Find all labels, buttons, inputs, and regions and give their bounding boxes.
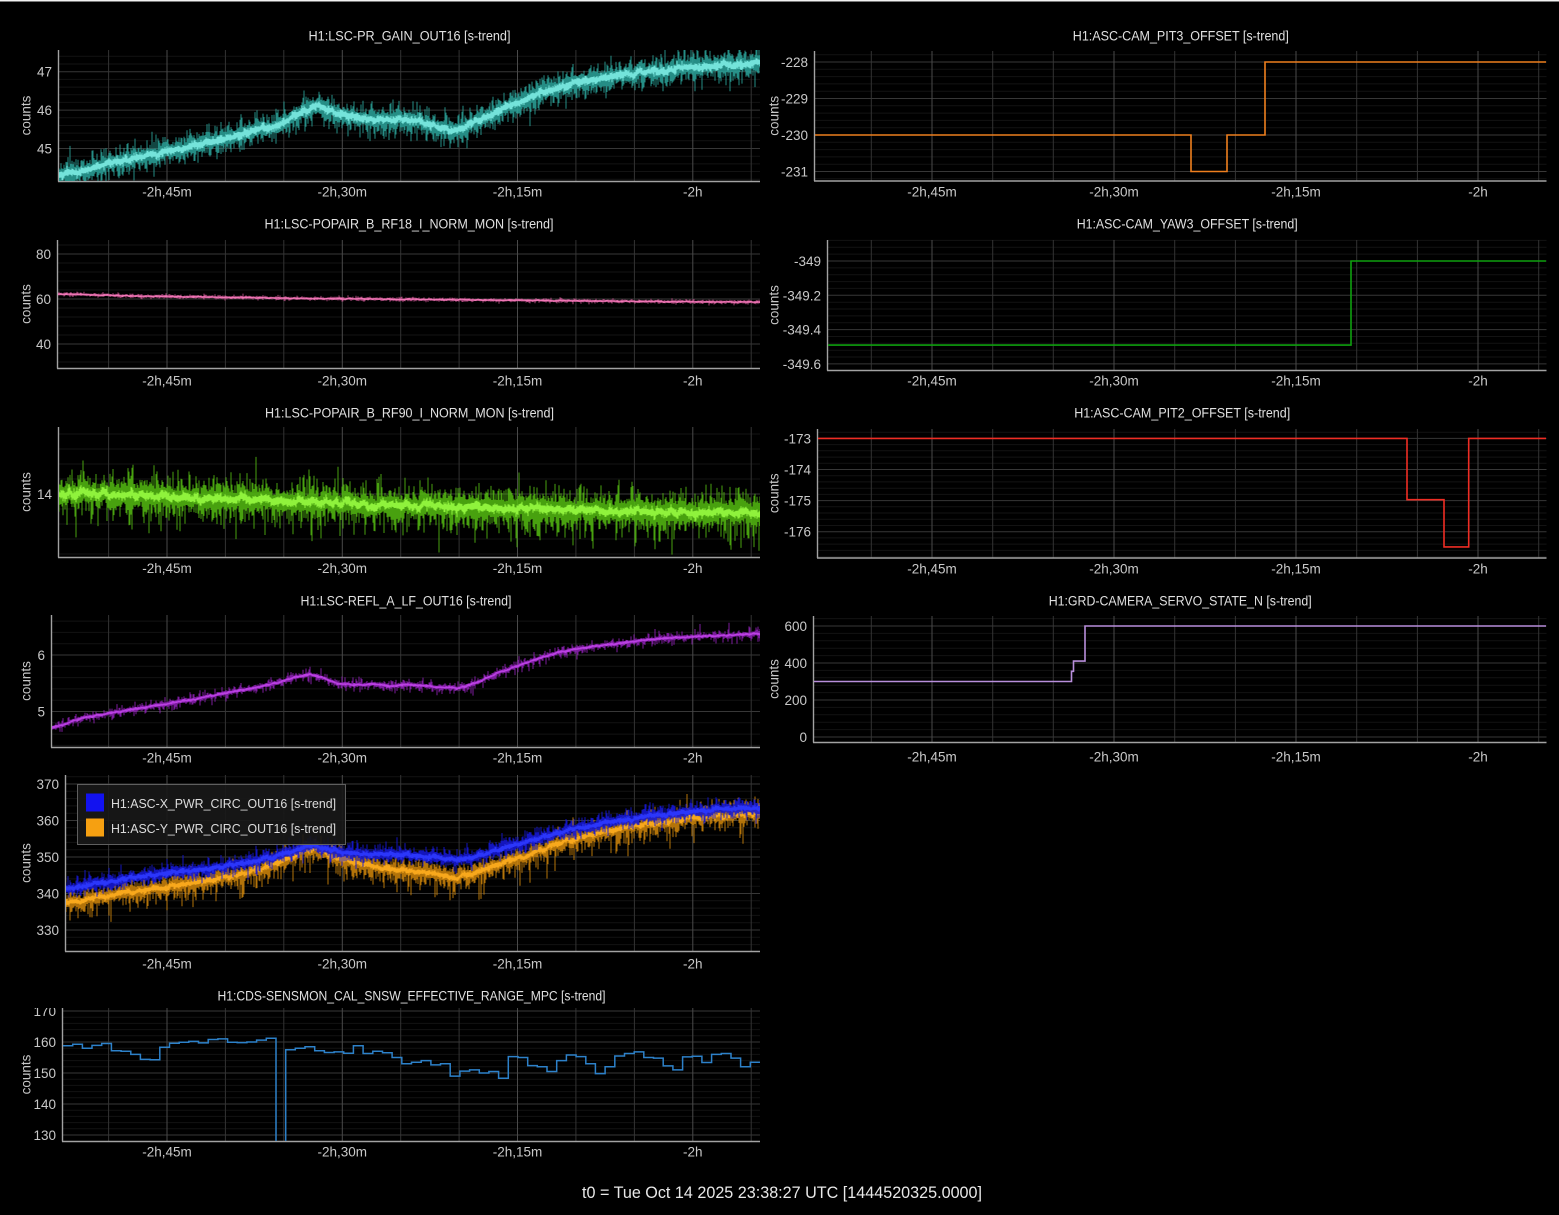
svg-text:-349.4: -349.4 — [783, 323, 822, 338]
svg-text:200: 200 — [784, 693, 807, 708]
svg-text:340: 340 — [36, 887, 59, 902]
svg-text:-2h,30m: -2h,30m — [318, 957, 368, 972]
svg-text:-2h,30m: -2h,30m — [318, 374, 368, 389]
svg-text:-2h,30m: -2h,30m — [1089, 750, 1139, 765]
svg-text:H1:ASC-CAM_YAW3_OFFSET [s-tren: H1:ASC-CAM_YAW3_OFFSET [s-trend] — [1077, 217, 1298, 232]
svg-text:360: 360 — [36, 814, 59, 829]
svg-text:H1:ASC-CAM_PIT3_OFFSET [s-tren: H1:ASC-CAM_PIT3_OFFSET [s-trend] — [1073, 29, 1289, 44]
svg-text:370: 370 — [36, 777, 59, 792]
svg-text:14: 14 — [37, 487, 53, 502]
svg-text:40: 40 — [36, 337, 51, 352]
svg-text:-2h,45m: -2h,45m — [907, 185, 957, 200]
svg-text:-2h,45m: -2h,45m — [907, 750, 957, 765]
svg-text:-2h,15m: -2h,15m — [1271, 185, 1321, 200]
svg-text:H1:LSC-POPAIR_B_RF18_I_NORM_MO: H1:LSC-POPAIR_B_RF18_I_NORM_MON [s-trend… — [265, 217, 554, 232]
svg-text:counts: counts — [19, 95, 34, 135]
svg-text:H1:GRD-CAMERA_SERVO_STATE_N [s: H1:GRD-CAMERA_SERVO_STATE_N [s-trend] — [1049, 594, 1312, 609]
svg-text:-2h,15m: -2h,15m — [493, 374, 543, 389]
svg-text:-349: -349 — [794, 254, 821, 269]
svg-text:-2h,15m: -2h,15m — [493, 185, 543, 200]
svg-text:-175: -175 — [784, 494, 811, 509]
svg-text:-2h: -2h — [683, 751, 703, 766]
svg-text:-2h,30m: -2h,30m — [318, 751, 368, 766]
svg-text:-2h,45m: -2h,45m — [142, 751, 192, 766]
svg-text:H1:ASC-X_PWR_CIRC_OUT16 [s-tre: H1:ASC-X_PWR_CIRC_OUT16 [s-trend] — [111, 796, 336, 811]
svg-text:130: 130 — [33, 1128, 56, 1143]
svg-text:counts: counts — [767, 659, 782, 699]
svg-text:160: 160 — [33, 1035, 56, 1050]
svg-text:-2h: -2h — [683, 561, 703, 576]
svg-text:46: 46 — [37, 103, 52, 118]
svg-text:-2h,45m: -2h,45m — [142, 561, 192, 576]
svg-text:-2h: -2h — [1468, 374, 1488, 389]
svg-text:-231: -231 — [781, 165, 808, 180]
svg-text:400: 400 — [784, 656, 807, 671]
svg-text:-2h,45m: -2h,45m — [907, 374, 957, 389]
svg-text:80: 80 — [36, 247, 51, 262]
svg-text:0: 0 — [799, 730, 807, 745]
svg-text:counts: counts — [19, 843, 34, 883]
svg-text:140: 140 — [33, 1097, 56, 1112]
svg-text:-2h,30m: -2h,30m — [1089, 185, 1139, 200]
svg-text:170: 170 — [33, 1004, 56, 1019]
svg-text:counts: counts — [19, 1054, 34, 1094]
svg-text:counts: counts — [767, 285, 782, 325]
svg-text:-230: -230 — [781, 128, 808, 143]
svg-text:-2h: -2h — [683, 185, 703, 200]
svg-text:H1:ASC-Y_PWR_CIRC_OUT16 [s-tre: H1:ASC-Y_PWR_CIRC_OUT16 [s-trend] — [111, 821, 336, 836]
svg-text:6: 6 — [37, 648, 45, 663]
svg-text:counts: counts — [767, 96, 782, 136]
svg-text:H1:CDS-SENSMON_CAL_SNSW_EFFECT: H1:CDS-SENSMON_CAL_SNSW_EFFECTIVE_RANGE_… — [218, 989, 606, 1004]
svg-text:330: 330 — [36, 923, 59, 938]
svg-text:60: 60 — [36, 292, 51, 307]
svg-text:-2h: -2h — [683, 957, 703, 972]
svg-text:-2h,15m: -2h,15m — [493, 1145, 543, 1160]
svg-text:-2h,15m: -2h,15m — [1271, 562, 1321, 577]
svg-text:-2h,15m: -2h,15m — [1271, 374, 1321, 389]
svg-text:-2h: -2h — [1468, 185, 1488, 200]
svg-text:-2h,45m: -2h,45m — [142, 185, 192, 200]
svg-text:-2h,30m: -2h,30m — [318, 561, 368, 576]
svg-text:H1:ASC-CAM_PIT2_OFFSET [s-tren: H1:ASC-CAM_PIT2_OFFSET [s-trend] — [1074, 406, 1290, 421]
svg-text:H1:LSC-REFL_A_LF_OUT16 [s-tren: H1:LSC-REFL_A_LF_OUT16 [s-trend] — [301, 594, 512, 609]
svg-text:H1:LSC-POPAIR_B_RF90_I_NORM_MO: H1:LSC-POPAIR_B_RF90_I_NORM_MON [s-trend… — [265, 406, 554, 421]
svg-text:-2h,30m: -2h,30m — [318, 185, 368, 200]
svg-text:-2h,30m: -2h,30m — [318, 1145, 368, 1160]
svg-text:-349.2: -349.2 — [783, 288, 821, 303]
svg-text:150: 150 — [33, 1066, 56, 1081]
svg-text:-176: -176 — [784, 525, 811, 540]
svg-text:t0 = Tue Oct 14 2025 23:38:27: t0 = Tue Oct 14 2025 23:38:27 UTC [14445… — [582, 1184, 982, 1202]
svg-text:counts: counts — [19, 284, 34, 324]
svg-text:-229: -229 — [781, 92, 808, 107]
svg-text:-173: -173 — [784, 431, 811, 446]
svg-text:counts: counts — [767, 473, 782, 513]
svg-text:-2h,15m: -2h,15m — [493, 561, 543, 576]
svg-text:-228: -228 — [781, 55, 808, 70]
svg-text:-2h: -2h — [683, 374, 703, 389]
svg-text:-2h,15m: -2h,15m — [493, 751, 543, 766]
svg-text:-2h: -2h — [1468, 562, 1488, 577]
svg-text:-2h: -2h — [1468, 750, 1488, 765]
svg-text:-2h,30m: -2h,30m — [1089, 374, 1139, 389]
svg-text:45: 45 — [37, 142, 52, 157]
svg-text:counts: counts — [19, 472, 34, 512]
svg-text:5: 5 — [37, 705, 45, 720]
svg-text:600: 600 — [784, 619, 807, 634]
svg-text:-2h: -2h — [683, 1145, 703, 1160]
svg-text:-2h,45m: -2h,45m — [142, 374, 192, 389]
svg-text:-2h,45m: -2h,45m — [907, 562, 957, 577]
svg-text:-2h,45m: -2h,45m — [142, 1145, 192, 1160]
svg-text:-2h,15m: -2h,15m — [1271, 750, 1321, 765]
svg-text:-2h,30m: -2h,30m — [1089, 562, 1139, 577]
svg-text:H1:LSC-PR_GAIN_OUT16 [s-trend]: H1:LSC-PR_GAIN_OUT16 [s-trend] — [309, 29, 511, 44]
svg-text:counts: counts — [19, 661, 34, 701]
svg-text:47: 47 — [37, 65, 52, 80]
svg-text:-174: -174 — [784, 463, 812, 478]
svg-text:-2h,45m: -2h,45m — [142, 957, 192, 972]
svg-text:350: 350 — [36, 850, 59, 865]
svg-text:-349.6: -349.6 — [783, 357, 821, 372]
svg-text:-2h,15m: -2h,15m — [493, 957, 543, 972]
